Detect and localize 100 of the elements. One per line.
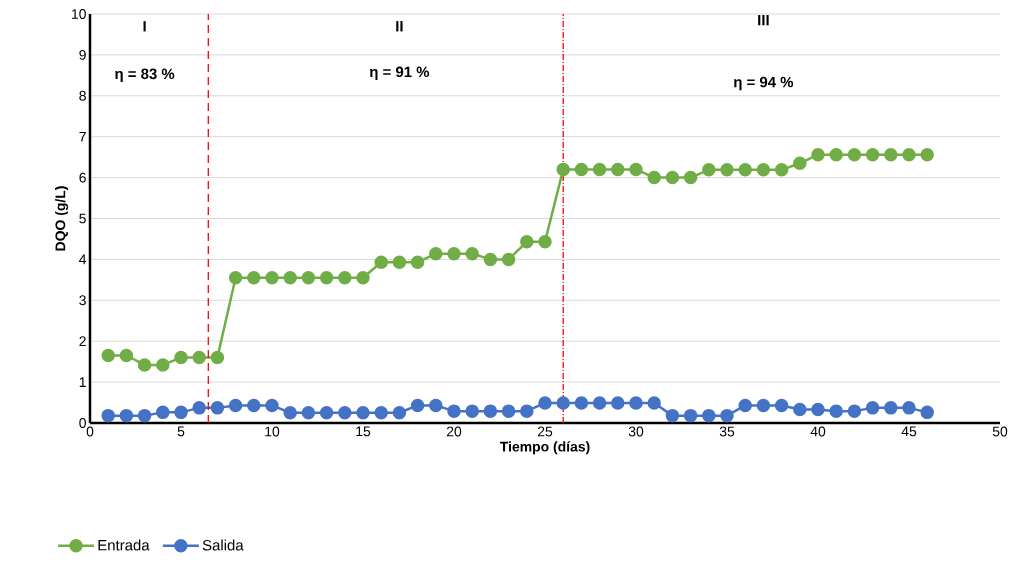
point [210,350,225,365]
point [884,147,898,162]
point [683,408,698,423]
point [501,252,516,267]
y-tick-label: 6 [79,172,86,183]
annotation: η = 83 % [115,68,175,83]
y-tick-label: 0 [79,418,86,428]
point [520,235,534,249]
point [847,147,862,162]
point [920,147,934,162]
point [738,163,752,177]
y-tick-label: 10 [72,9,86,19]
y-axis-title: DQO (g/L) [55,186,69,251]
point [483,404,498,418]
x-tick-label: 5 [177,426,185,437]
point [774,163,789,177]
annotation: η = 91 % [370,66,430,81]
point [793,402,807,417]
x-axis-title: Tiempo (días) [499,441,590,455]
point [247,398,261,413]
annotation: II [396,21,403,32]
point [556,162,570,177]
point [301,271,316,285]
x-tick-label: 0 [86,426,94,437]
point [137,408,152,423]
point [884,401,898,415]
point [228,271,243,285]
x-tick-label: 50 [992,426,1008,437]
point [374,406,388,420]
point [447,246,461,261]
y-tick-label: 1 [79,377,86,387]
y-tick-label: 7 [79,131,86,142]
point [301,406,316,420]
x-tick-label: 10 [265,426,280,437]
point [137,358,152,372]
point [319,271,334,285]
point [101,408,115,423]
point [611,162,625,177]
y-tick-label: 2 [79,336,86,347]
x-tick-label: 25 [537,426,553,437]
point [174,350,188,365]
point [702,163,716,177]
point [356,406,370,420]
point [811,147,825,162]
x-tick-label: 40 [810,426,826,437]
point [338,406,352,420]
point [829,404,843,418]
point [156,358,170,372]
point [465,246,479,261]
point [247,271,261,285]
point [101,348,115,363]
point [538,396,552,410]
point [829,147,843,162]
point [338,271,352,285]
point [192,401,206,415]
x-tick-label: 20 [446,426,462,437]
point [865,401,880,415]
x-tick-label: 15 [356,426,371,437]
y-tick-label: 4 [79,254,87,265]
point [702,408,716,423]
point [483,252,498,267]
point [665,408,680,423]
point [793,156,807,171]
legend-label: Entrada [98,539,150,551]
legend-label: Salida [202,539,244,551]
point [720,163,734,177]
point [319,406,334,420]
point [683,170,698,185]
point [629,162,643,177]
annotation: I [143,21,146,32]
point [283,406,297,420]
point [592,162,607,177]
point [574,396,589,410]
point [592,396,607,410]
point [811,402,825,417]
point [647,170,661,185]
point [192,350,206,365]
point [429,246,443,261]
point [356,271,370,285]
y-tick-label: 8 [79,90,86,101]
point [429,398,443,413]
point [392,406,407,420]
point [556,396,570,410]
point [265,271,279,285]
x-tick-label: 35 [719,426,735,437]
point [119,408,134,423]
annotation: η = 94 % [734,76,794,91]
point [774,398,789,413]
point [756,398,771,413]
point [665,170,680,185]
point [920,405,934,420]
point [447,404,461,418]
point [647,396,661,410]
point [538,235,552,249]
point [520,404,534,418]
point [720,408,734,423]
point [574,162,589,177]
point [228,398,243,413]
x-tick-label: 30 [628,426,644,437]
point [847,404,862,418]
